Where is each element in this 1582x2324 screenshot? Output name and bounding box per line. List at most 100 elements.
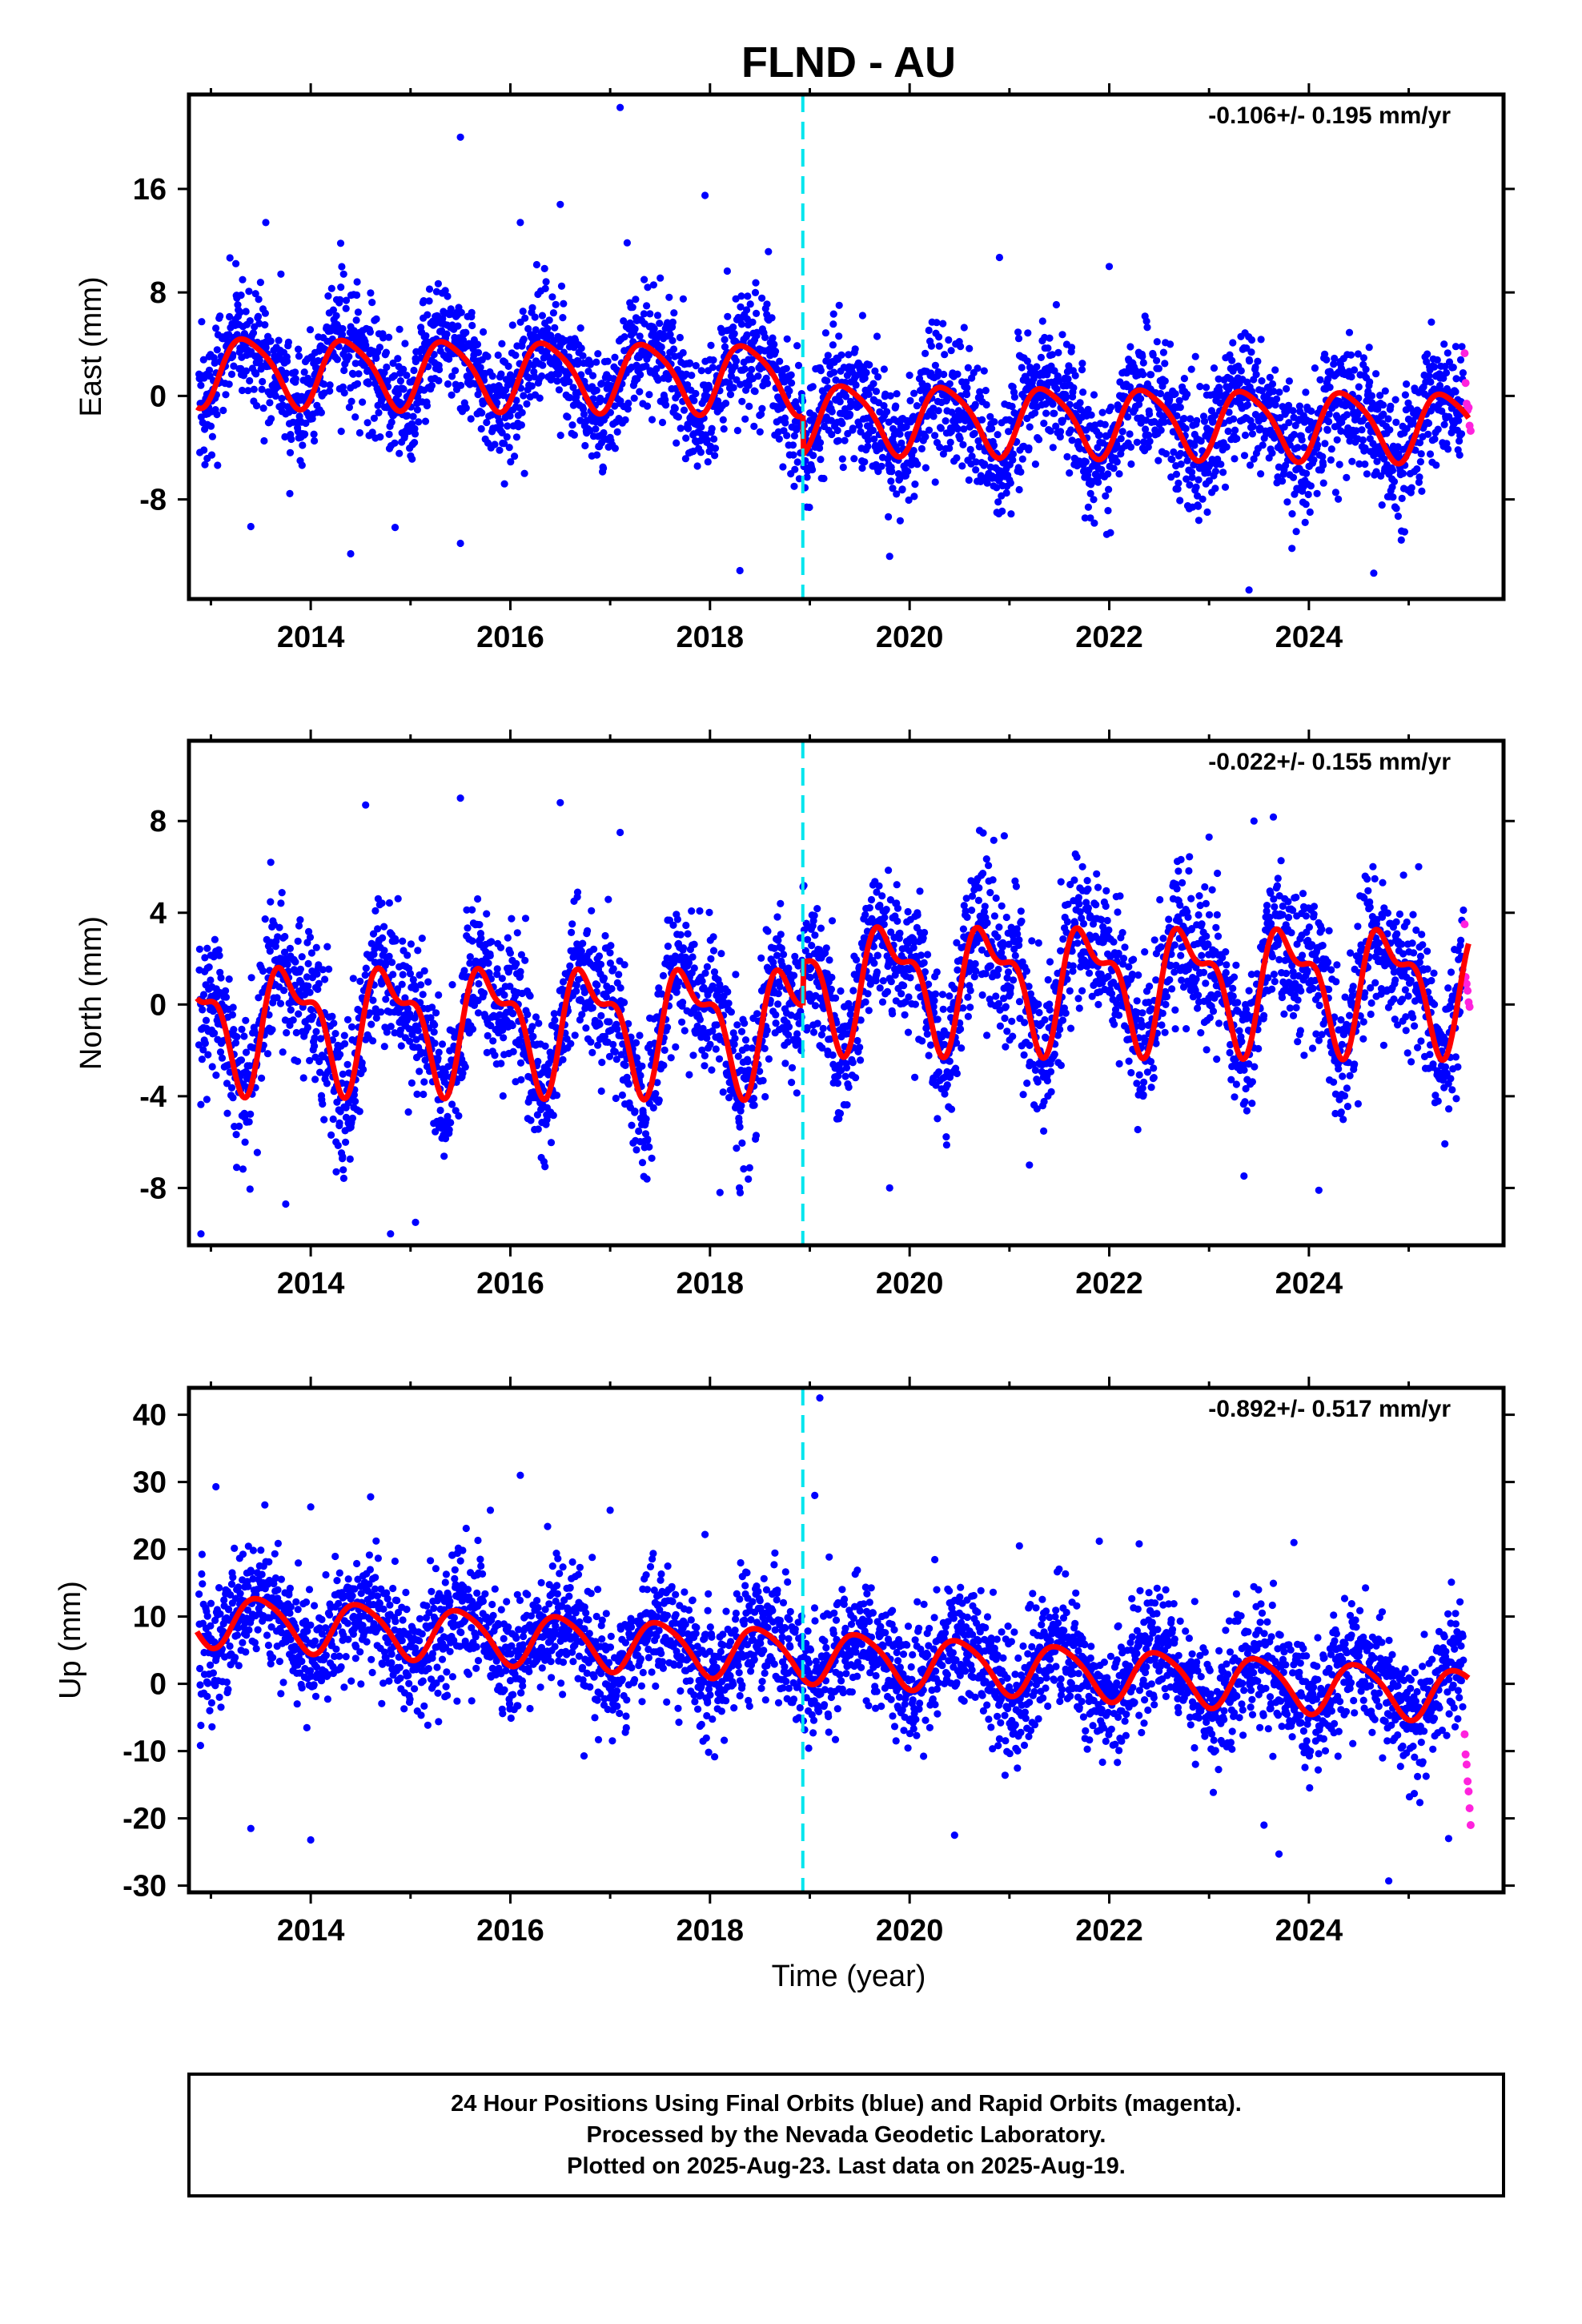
east-data-point (1285, 377, 1293, 385)
east-data-point (921, 432, 930, 441)
east-data-point (737, 292, 745, 300)
east-data-point (654, 376, 662, 384)
east-data-point (1175, 396, 1183, 404)
east-data-point (931, 432, 939, 440)
east-data-point (1388, 483, 1396, 491)
east-data-point (421, 417, 430, 425)
east-outlier-point (1245, 586, 1253, 594)
east-data-point (1319, 479, 1327, 487)
east-data-point (1229, 339, 1237, 347)
north-data-point (369, 930, 378, 938)
east-data-point (1199, 447, 1207, 455)
east-data-point (1038, 317, 1046, 325)
east-data-point (1345, 328, 1354, 336)
north-data-point (612, 1094, 620, 1103)
east-data-point (665, 293, 673, 301)
north-data-point (404, 951, 412, 959)
north-data-point (615, 971, 623, 979)
east-data-point (1171, 390, 1179, 398)
east-data-point (809, 465, 817, 474)
east-data-point (1084, 503, 1092, 511)
north-data-point (331, 1030, 339, 1038)
east-data-point (783, 335, 791, 343)
east-data-point (841, 392, 850, 400)
east-data-point (1115, 470, 1123, 478)
east-data-point (1311, 364, 1319, 372)
east-data-point (444, 292, 452, 300)
north-data-point (736, 1188, 745, 1196)
north-data-point (705, 908, 713, 916)
east-data-point (851, 345, 859, 353)
north-data-point (638, 1062, 646, 1070)
east-data-point (743, 315, 751, 323)
east-data-point (1452, 388, 1460, 396)
north-data-point (673, 988, 681, 996)
east-data-point (1221, 483, 1230, 491)
east-data-point (643, 302, 651, 310)
north-data-point (631, 1108, 639, 1116)
north-data-point (312, 1027, 320, 1035)
east-data-point (1230, 415, 1238, 423)
east-data-point (1068, 436, 1076, 444)
east-data-point (252, 370, 260, 378)
north-data-point (265, 1011, 273, 1019)
east-data-point (385, 430, 393, 439)
north-data-point (215, 951, 223, 959)
east-data-point (1110, 464, 1118, 472)
east-data-point (592, 358, 600, 366)
east-data-point (1271, 401, 1279, 409)
east-data-point (1074, 438, 1082, 446)
east-data-point (391, 524, 400, 532)
east-data-point (345, 352, 353, 360)
east-data-point (1166, 340, 1174, 348)
east-data-point (982, 387, 990, 395)
north-data-point (709, 947, 718, 955)
north-data-point (526, 992, 534, 1000)
north-data-point (500, 991, 508, 999)
north-data-point (618, 1091, 627, 1100)
east-y-tick-label: 16 (133, 173, 167, 207)
north-data-point (741, 1019, 749, 1027)
east-data-point (779, 463, 787, 471)
north-data-point (752, 1132, 761, 1140)
east-data-point (692, 389, 700, 398)
north-data-point (263, 1050, 272, 1058)
east-data-point (883, 408, 891, 416)
east-data-point (1279, 477, 1287, 485)
north-data-point (541, 1042, 549, 1050)
north-data-point (567, 1039, 575, 1047)
east-outlier-point (616, 103, 624, 111)
east-data-point (366, 328, 374, 336)
north-data-point (329, 1115, 337, 1124)
east-data-point (480, 328, 488, 336)
north-data-point (749, 1095, 758, 1103)
east-data-point (338, 263, 346, 271)
north-data-point (689, 1051, 697, 1059)
east-data-point (376, 433, 384, 441)
east-data-point (1372, 370, 1380, 378)
north-data-point (517, 1076, 525, 1084)
east-data-point (420, 297, 428, 305)
north-data-point (669, 921, 677, 929)
east-data-point (368, 299, 376, 307)
east-data-point (467, 415, 475, 423)
east-data-point (555, 386, 564, 394)
east-data-point (408, 455, 416, 463)
east-data-point (579, 352, 587, 360)
east-data-point (1273, 395, 1281, 403)
east-data-point (1251, 363, 1259, 372)
east-data-point (363, 419, 371, 427)
east-data-point (1361, 444, 1369, 452)
north-data-point (503, 1008, 511, 1016)
north-data-point (369, 996, 377, 1004)
north-data-point (680, 944, 688, 952)
east-data-point (889, 485, 897, 493)
east-data-point (1203, 384, 1211, 392)
east-data-point (462, 404, 470, 412)
east-data-point (674, 413, 683, 421)
east-final-orbit-points (195, 103, 1468, 594)
east-data-point (367, 289, 375, 297)
east-data-point (519, 308, 527, 316)
east-data-point (1002, 489, 1010, 497)
north-data-point (328, 1012, 336, 1020)
